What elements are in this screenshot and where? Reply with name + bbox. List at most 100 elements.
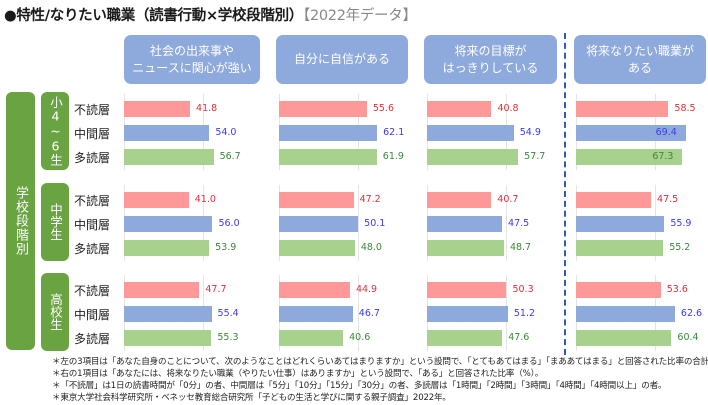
data-label: 41.0 [194,194,216,205]
bar [279,330,344,346]
bar [279,192,354,208]
dashed-divider [564,33,566,355]
bar [279,306,353,322]
bar [279,216,359,232]
row-label: 多読層 [74,242,111,256]
bar [279,149,377,165]
bar [576,282,661,298]
bar [576,101,669,117]
data-label: 57.7 [524,151,546,162]
bar [124,330,212,346]
chart-title: ●特性/なりたい職業（読書行動×学校段階別）【2022年データ】 [4,4,417,25]
bar [427,149,519,165]
data-label: 55.2 [669,242,691,253]
data-label: 47.5 [508,218,530,229]
bar [427,240,504,256]
bar [576,216,665,232]
panel-header: 自分に自信がある [276,35,408,84]
data-label: 60.4 [677,332,699,343]
footnote: ＊東京大学社会科学研究所・ベネッセ教育総合研究所「子どもの生活と学びに関する親子… [52,393,451,403]
footnote: ＊左の3項目は「あなた自身のことについて、次のようなことはどれくらいあてはまりま… [52,357,708,367]
data-label: 48.0 [360,242,382,253]
data-label: 40.6 [349,332,371,343]
bar [427,216,503,232]
bar [576,330,672,346]
axis-label-school-stage: 学校段階別 [6,92,35,350]
title-main: ●特性/なりたい職業（読書行動×学校段階別） [4,8,303,24]
data-label: 54.9 [519,127,541,138]
panel-header: 社会の出来事や ニュースに関心が強い [124,35,260,84]
data-label: 47.2 [359,194,381,205]
row-label: 中間層 [74,218,111,232]
row-label: 多読層 [74,332,111,346]
data-label: 58.5 [674,103,696,114]
bar [124,306,212,322]
row-label: 不読層 [74,103,111,117]
bar [576,306,675,322]
bar [427,306,508,322]
data-label: 56.7 [219,151,241,162]
bar [279,125,378,141]
gridline [506,185,507,261]
title-year-tag: 【2022年データ】 [303,8,417,24]
data-label: 62.1 [383,127,405,138]
data-label: 54.0 [215,127,237,138]
bar [427,125,514,141]
bar [427,282,507,298]
bar [124,125,210,141]
group-label: 高校生 [41,273,69,351]
data-label: 41.8 [196,103,218,114]
data-label: 47.5 [657,194,679,205]
data-label: 40.8 [497,103,519,114]
data-label: 47.6 [508,332,530,343]
bar [279,282,350,298]
data-label: 50.3 [512,284,534,295]
bar [576,192,652,208]
footnote: ＊「不読層」は1日の読書時間が「0分」の者、中間層は「5分」「10分」「15分」… [52,381,667,391]
bar [576,125,686,141]
group-label: 小4~6生 [41,92,69,170]
gridline [358,185,359,261]
footnote: ＊右の1項目は「あなたには、将来なりたい職業（やりたい仕事）はありますか」という… [52,369,544,379]
data-label: 47.7 [205,284,227,295]
data-label: 51.2 [513,308,536,319]
bar [279,240,355,256]
data-label: 55.6 [372,103,394,114]
gridline [358,275,359,351]
bar [427,101,492,117]
data-label: 44.9 [355,284,378,295]
data-label: 56.0 [218,218,240,229]
data-label: 69.4 [655,127,677,138]
row-label: 中間層 [74,127,111,141]
footnotes: ＊左の3項目は「あなた自身のことについて、次のようなことはどれくらいあてはまりま… [52,356,708,404]
data-label: 61.9 [382,151,404,162]
data-label: 55.4 [217,308,239,319]
bar [427,192,492,208]
bar [124,149,214,165]
panel-header: 将来の目標が はっきりしている [424,35,557,84]
data-label: 46.7 [358,308,380,319]
bar [124,216,213,232]
bar [279,101,367,117]
row-label: 中間層 [74,308,111,322]
bar [576,240,664,256]
bar [576,149,683,165]
panel-header: 将来なりたい職業が ある [574,35,706,84]
row-label: 多読層 [74,151,111,165]
row-label: 不読層 [74,194,111,208]
data-label: 53.9 [215,242,237,253]
bar [124,101,191,117]
data-label: 62.6 [680,308,703,319]
data-label: 50.1 [364,218,386,229]
bar [124,192,189,208]
data-label: 55.3 [217,332,239,343]
data-label: 67.3 [652,151,674,162]
row-label: 不読層 [74,284,111,298]
bar [427,330,503,346]
data-label: 53.6 [666,284,688,295]
data-label: 40.7 [497,194,519,205]
bar [124,282,200,298]
group-label: 中学生 [41,183,69,261]
bar [124,240,210,256]
data-label: 55.9 [670,218,692,229]
